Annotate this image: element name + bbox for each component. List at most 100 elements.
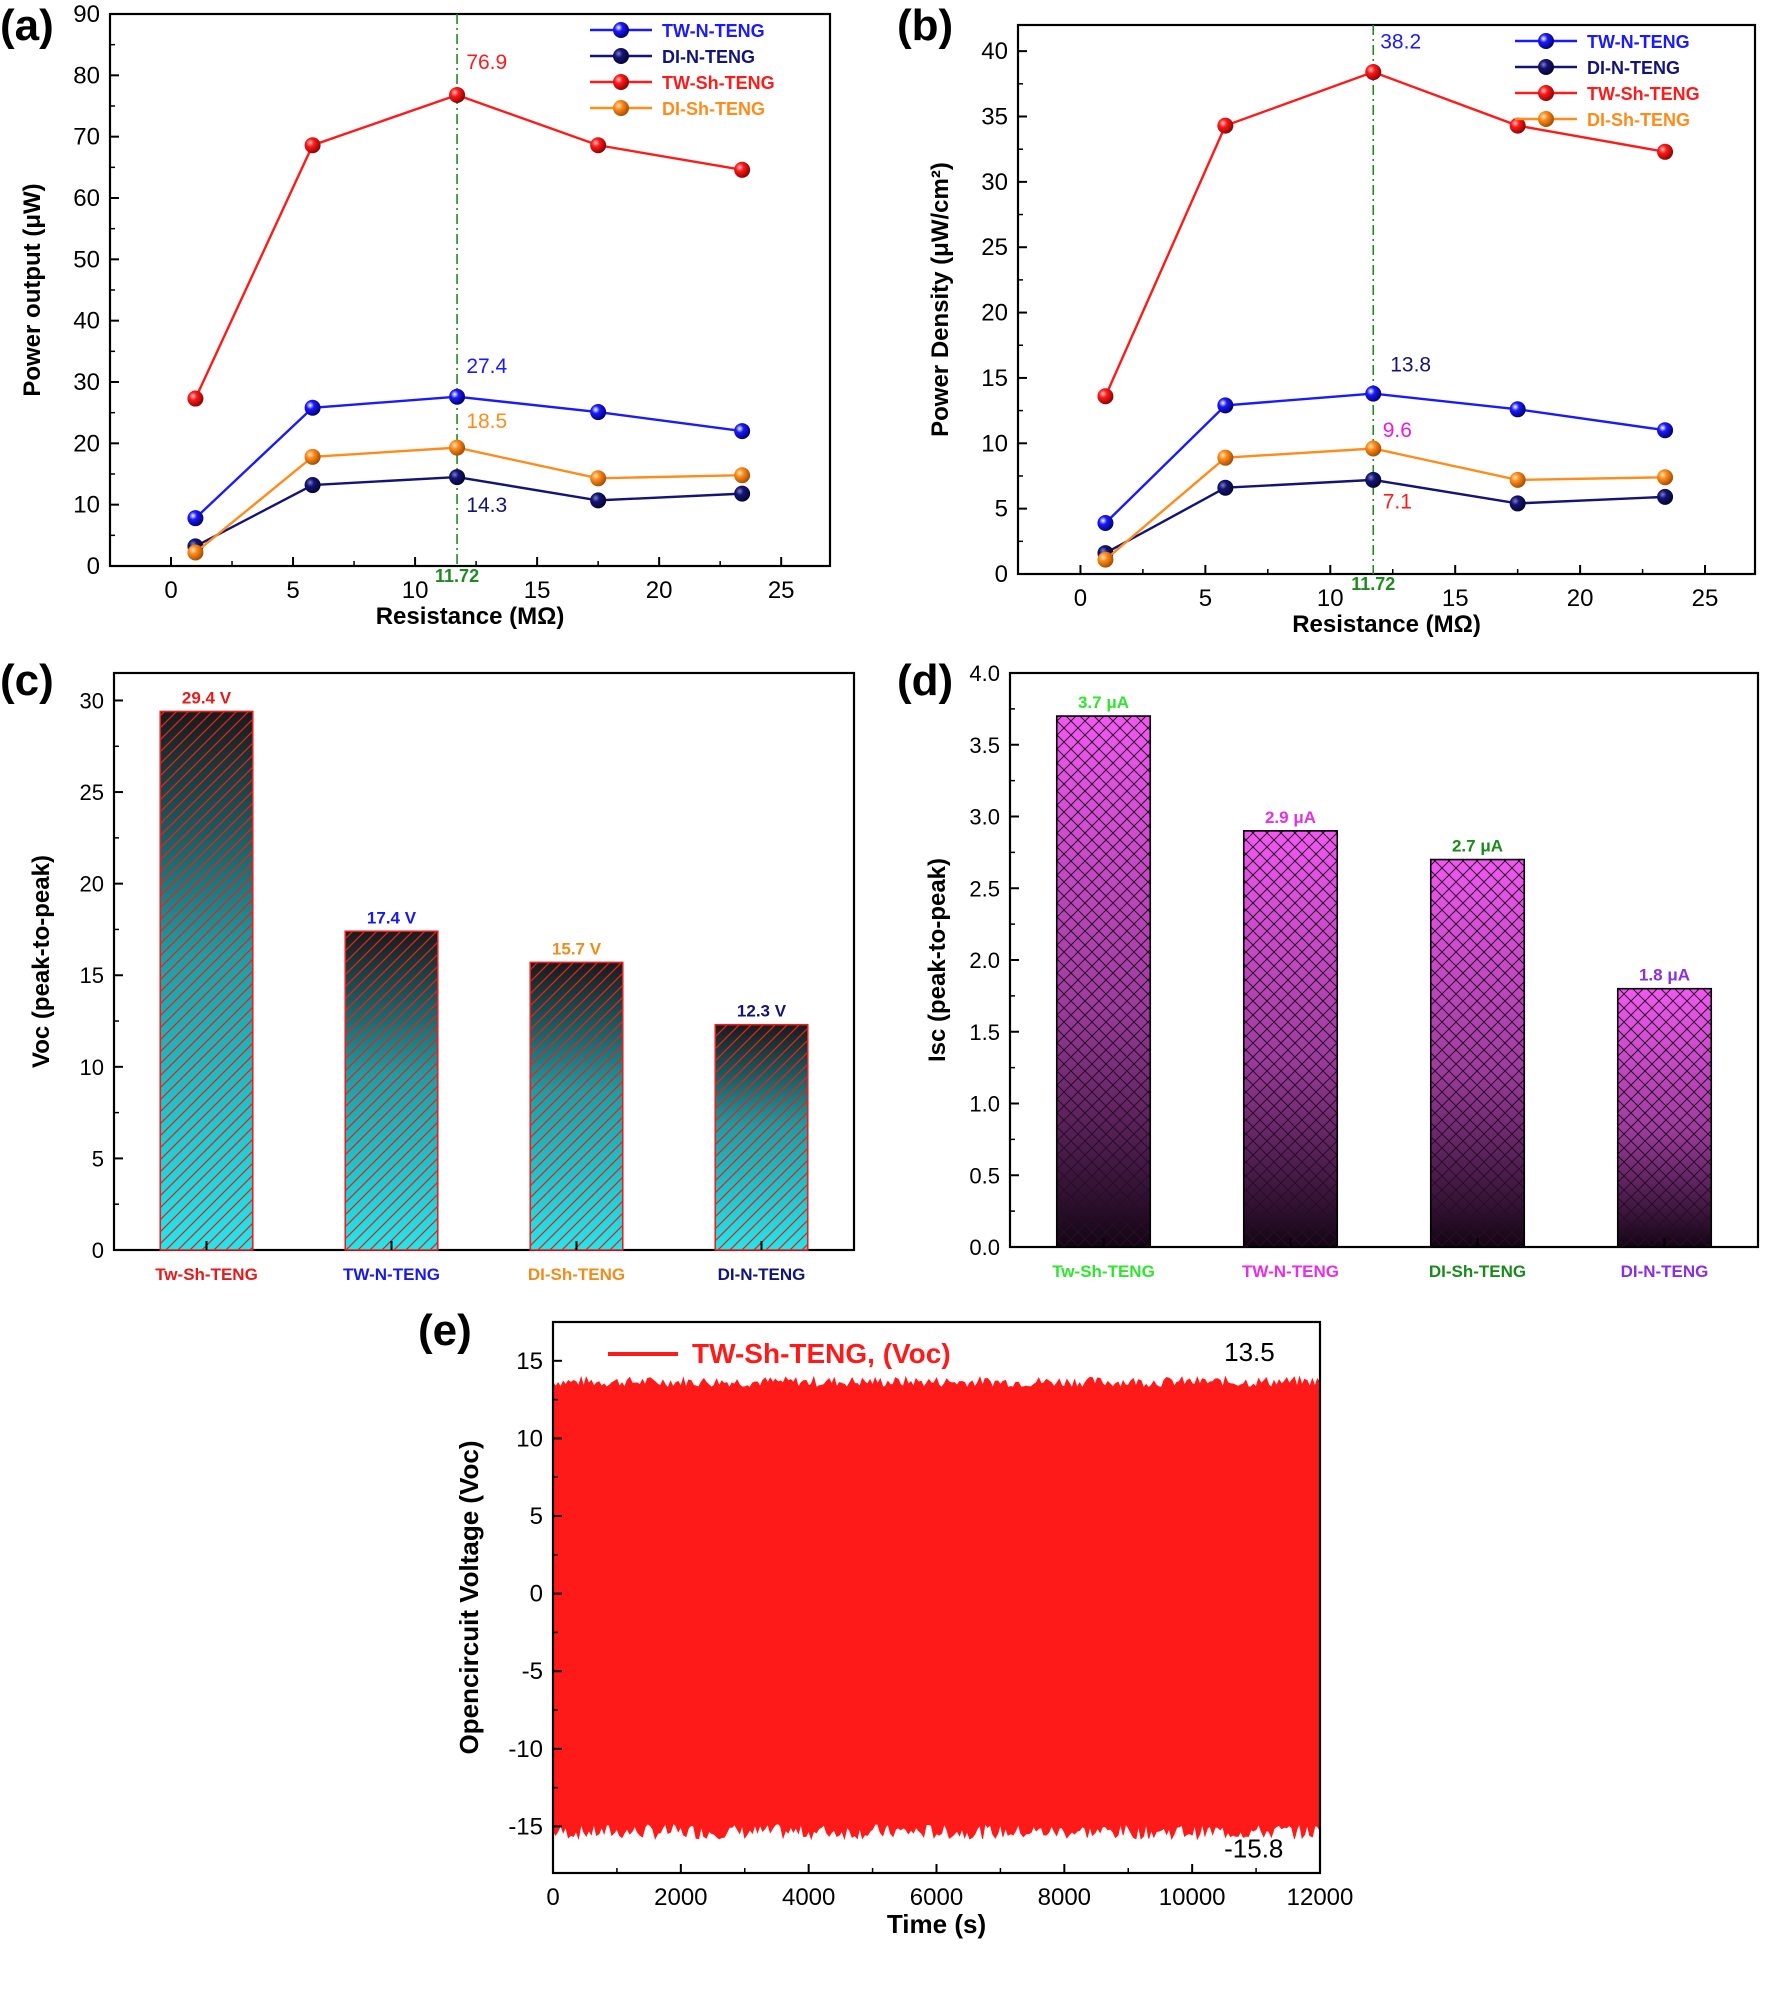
y-tick-label: 1.5 [969,1020,1000,1045]
y-axis-label: Opencircuit Voltage (Voc) [454,1441,484,1755]
y-tick-label: 5 [530,1503,543,1530]
bar-value-label: 29.4 V [182,688,232,707]
y-tick-label: 20 [73,430,100,457]
plot-a-frame [108,12,832,568]
data-point-tw_sh [1657,143,1674,160]
y-tick-label: 15 [80,963,104,988]
data-label: 7.1 [1383,491,1412,514]
data-label: 18.5 [466,410,507,433]
signal-band [552,1375,1321,1841]
y-tick-label: 50 [73,246,100,273]
x-tick-label: Tw-Sh-TENG [1052,1262,1155,1281]
bar-hatch [159,710,254,1251]
x-tick-label: DI-Sh-TENG [528,1265,625,1284]
y-tick-label: -10 [508,1736,543,1763]
x-axis-label: Resistance (MΩ) [1292,611,1481,638]
y-tick-label: 0 [92,1238,104,1263]
y-tick-label: -15 [508,1813,543,1840]
data-point-di_sh [1097,551,1114,568]
bar-hatch [1616,987,1713,1248]
x-tick-label: 12000 [1287,1884,1354,1911]
legend-label-di_sh: DI-Sh-TENG [1587,110,1690,130]
plot-b-frame [1016,23,1757,576]
legend-label: TW-Sh-TENG, (Voc) [692,1338,951,1369]
panel-label: (b) [897,1,953,50]
data-point-tw_sh [449,86,466,103]
data-point-tw_n [590,404,607,421]
y-tick-label: 3.5 [969,733,1000,758]
data-label: 76.9 [466,51,507,74]
bar-value-label: 1.8 μA [1639,966,1690,985]
data-label: 38.2 [1380,31,1421,54]
legend-marker-di_sh [1538,111,1554,127]
bar-value-label: 3.7 μA [1078,693,1129,712]
legend-marker-tw_sh [613,74,629,90]
y-tick-label: 40 [981,38,1008,65]
y-axis-label: Power Density (μW/cm²) [927,162,954,437]
data-label: 14.3 [466,494,507,517]
legend-label-tw_sh: TW-Sh-TENG [1587,84,1700,104]
data-label: 13.8 [1390,353,1431,376]
x-tick-label: DI-Sh-TENG [1429,1262,1526,1281]
data-point-tw_sh [1097,388,1114,405]
bar-value-label: 2.7 μA [1452,837,1503,856]
data-point-di_sh [1657,469,1674,486]
y-tick-label: 15 [516,1348,543,1375]
y-tick-label: 30 [981,169,1008,196]
data-point-di_sh [734,467,751,484]
data-point-tw_n [304,399,321,416]
bar-hatch [344,930,439,1251]
data-point-tw_n [1657,422,1674,439]
x-tick-label: 15 [524,577,551,604]
data-point-di_n [734,485,751,502]
y-tick-label: 35 [981,104,1008,131]
x-tick-label: 0 [546,1884,559,1911]
y-tick-label: 0.0 [969,1235,1000,1260]
data-point-tw_n [449,388,466,405]
x-tick-label: 15 [1442,585,1469,612]
y-tick-label: 0.5 [969,1163,1000,1188]
y-tick-label: 2.0 [969,948,1000,973]
data-label: 27.4 [466,355,507,378]
y-tick-label: 60 [73,185,100,212]
x-tick-label: TW-N-TENG [1242,1262,1339,1281]
y-axis-label: Power output (μW) [19,183,46,396]
data-point-di_sh [590,470,607,487]
x-tick-label: 10 [402,577,429,604]
x-tick-label: 8000 [1038,1884,1091,1911]
bar-value-label: 12.3 V [737,1002,787,1021]
y-tick-label: 0 [530,1581,543,1608]
x-tick-label: 2000 [654,1884,707,1911]
plot-c-frame [112,671,856,1252]
x-tick-label: 20 [1567,585,1594,612]
bar-hatch [1055,715,1152,1248]
data-label: 9.6 [1383,419,1412,442]
data-point-di_sh [187,544,204,561]
panel-b: 0 5 10 15 20 25 30 35 40 0 5 10 15 20 25 Power Density … [897,1,1757,638]
y-tick-label: 10 [516,1425,543,1452]
data-point-di_n [590,492,607,509]
data-point-di_n [1657,488,1674,505]
legend-label-tw_n: TW-N-TENG [662,21,765,41]
x-tick-label: DI-N-TENG [718,1265,806,1284]
bar-value-label: 2.9 μA [1265,808,1316,827]
y-tick-label: 4.0 [969,661,1000,686]
bar-hatch [1242,830,1339,1248]
legend-marker-tw_n [613,22,629,38]
data-point-di_n [1217,479,1234,496]
y-tick-label: 3.0 [969,805,1000,830]
data-point-tw_n [1217,397,1234,414]
y-tick-label: 25 [981,234,1008,261]
x-tick-label: DI-N-TENG [1621,1262,1709,1281]
data-point-tw_sh [1365,64,1382,81]
legend-label-di_n: DI-N-TENG [662,47,755,67]
y-axis-label: Voc (peak-to-peak) [28,855,55,1068]
legend-marker-tw_sh [1538,85,1554,101]
data-point-tw_n [187,510,204,527]
x-tick-label: 6000 [910,1884,963,1911]
y-tick-label: 5 [995,496,1008,523]
panel-label: (c) [0,656,54,705]
y-tick-label: 20 [80,872,104,897]
bar-value-label: 15.7 V [552,939,602,958]
x-tick-label: 25 [1692,585,1719,612]
